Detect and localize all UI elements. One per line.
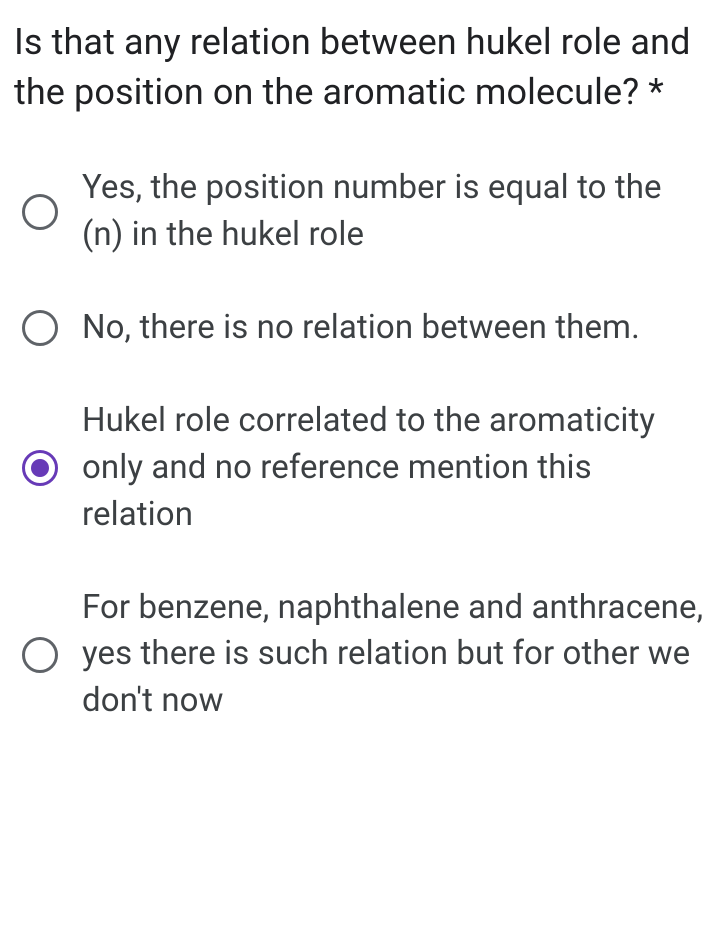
- radio-button-2[interactable]: [20, 448, 60, 488]
- option-label-2: Hukel role correlated to the aromaticity…: [82, 398, 706, 539]
- radio-dot-icon: [31, 459, 49, 477]
- radio-button-1[interactable]: [20, 308, 60, 348]
- option-label-3: For benzene, naphthalene and anthracene,…: [82, 585, 706, 726]
- question-text: Is that any relation between hukel role …: [14, 21, 690, 113]
- radio-option-2[interactable]: Hukel role correlated to the aromaticity…: [20, 398, 706, 539]
- radio-circle-icon: [22, 637, 58, 673]
- radio-circle-icon: [22, 310, 58, 346]
- radio-button-3[interactable]: [20, 635, 60, 675]
- radio-option-3[interactable]: For benzene, naphthalene and anthracene,…: [20, 585, 706, 726]
- radio-option-0[interactable]: Yes, the position number is equal to the…: [20, 165, 706, 259]
- required-marker: *: [648, 71, 664, 113]
- question-text-wrapper: Is that any relation between hukel role …: [14, 18, 706, 117]
- radio-circle-selected-icon: [22, 450, 58, 486]
- radio-circle-icon: [22, 194, 58, 230]
- radio-option-1[interactable]: No, there is no relation between them.: [20, 305, 706, 352]
- option-label-0: Yes, the position number is equal to the…: [82, 165, 706, 259]
- radio-button-0[interactable]: [20, 192, 60, 232]
- option-label-1: No, there is no relation between them.: [82, 305, 706, 352]
- options-group: Yes, the position number is equal to the…: [14, 165, 706, 725]
- form-question-block: Is that any relation between hukel role …: [0, 0, 720, 743]
